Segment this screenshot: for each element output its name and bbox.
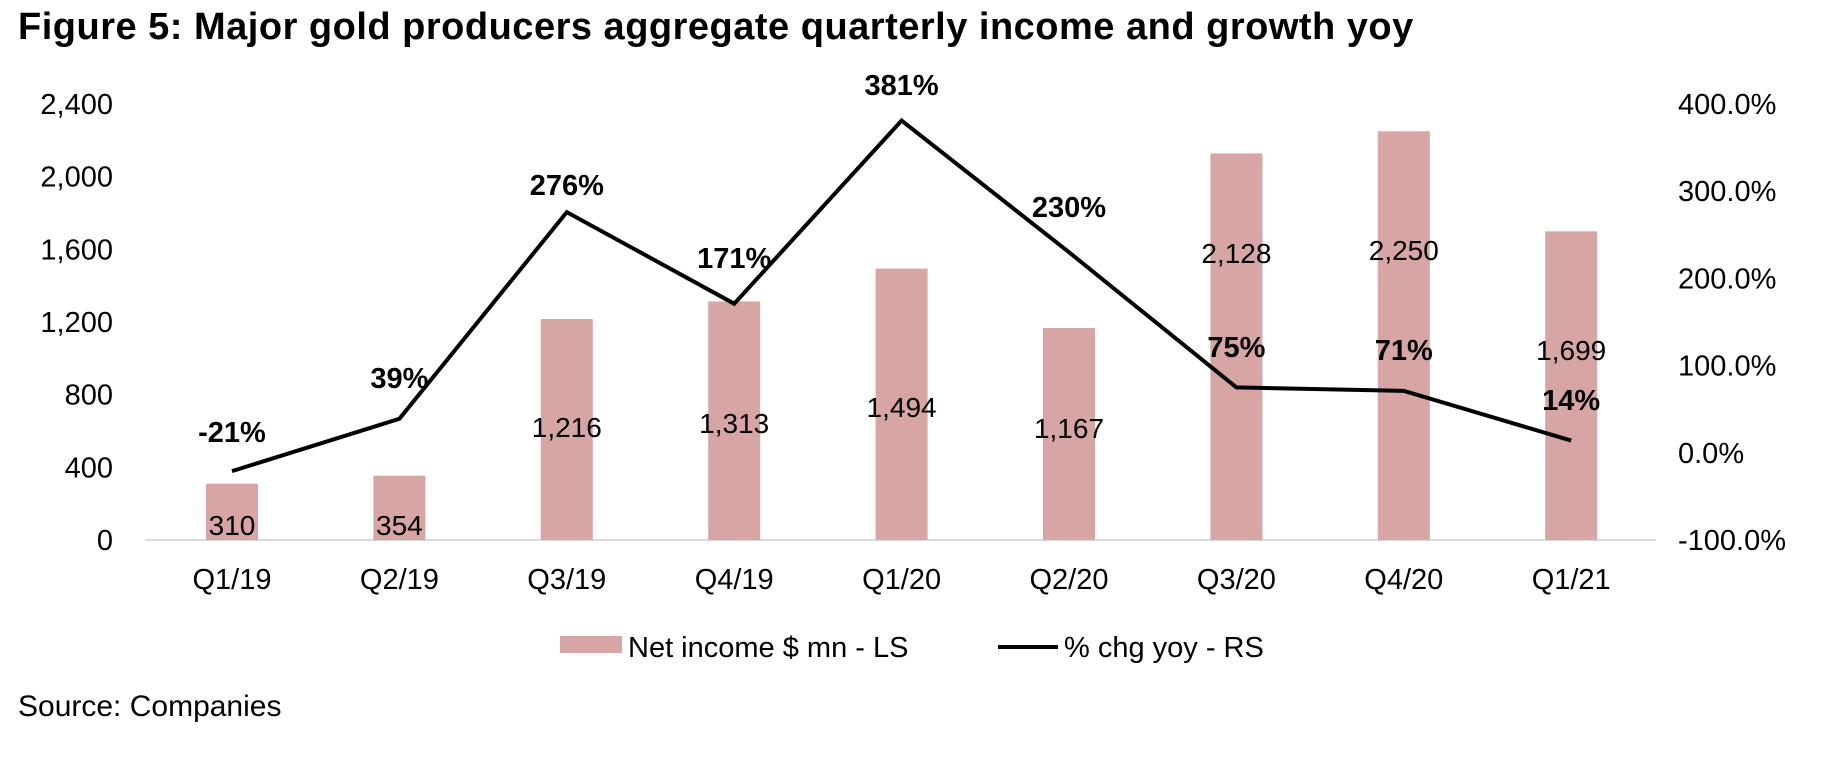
pct-chg-value-label: -21% xyxy=(198,417,266,449)
net-income-bar xyxy=(875,268,928,540)
source-note: Source: Companies xyxy=(18,690,282,723)
pct-chg-legend-line-swatch xyxy=(998,645,1058,649)
net-income-bar xyxy=(540,319,593,540)
right-axis-tick-label: 400.0% xyxy=(1678,89,1776,121)
net-income-value-label: 1,216 xyxy=(532,412,602,443)
pct-chg-value-label: 71% xyxy=(1375,335,1433,367)
net-income-bar xyxy=(373,475,426,540)
pct-chg-value-label: 14% xyxy=(1542,385,1600,417)
net-income-bar xyxy=(1545,231,1598,540)
x-axis-tick-label: Q1/21 xyxy=(1532,564,1611,596)
net-income-legend-swatch xyxy=(560,636,622,653)
left-axis-tick-label: 1,200 xyxy=(40,307,113,339)
net-income-value-label: 310 xyxy=(209,510,256,541)
pct-chg-value-label: 75% xyxy=(1207,332,1265,364)
right-axis-tick-label: 200.0% xyxy=(1678,263,1776,295)
left-axis-tick-label: 800 xyxy=(65,380,113,412)
net-income-bar xyxy=(708,301,761,540)
x-axis-tick-label: Q1/20 xyxy=(862,564,941,596)
net-income-value-label: 1,494 xyxy=(867,392,937,423)
net-income-value-label: 1,313 xyxy=(699,408,769,439)
x-axis-tick-label: Q3/20 xyxy=(1197,564,1276,596)
right-axis-tick-label: -100.0% xyxy=(1678,525,1786,557)
x-axis-tick-label: Q4/20 xyxy=(1364,564,1443,596)
net-income-value-label: 1,167 xyxy=(1034,413,1104,444)
pct-chg-legend-label: % chg yoy - RS xyxy=(1064,632,1264,664)
chart-plot-area: 0 400 800 1,200 1,600 2,000 2,400 -100.0% 0.0% 10… xyxy=(40,70,1786,596)
net-income-bar xyxy=(1377,131,1430,540)
pct-chg-value-label: 276% xyxy=(530,170,604,202)
x-axis-tick-label: Q2/19 xyxy=(360,564,439,596)
x-axis-tick-label: Q1/19 xyxy=(193,564,272,596)
pct-chg-line xyxy=(231,117,1572,474)
left-axis-tick-label: 0 xyxy=(97,525,113,557)
x-axis-tick-label: Q2/20 xyxy=(1030,564,1109,596)
net-income-value-label: 2,250 xyxy=(1369,235,1439,266)
net-income-value-label: 354 xyxy=(376,510,423,541)
net-income-bar xyxy=(206,483,258,540)
left-axis-tick-label: 2,400 xyxy=(40,89,113,121)
net-income-bar xyxy=(1043,327,1095,540)
left-axis-tick-label: 2,000 xyxy=(40,162,113,194)
pct-chg-value-label: 230% xyxy=(1032,192,1106,224)
figure-title: Figure 5: Major gold producers aggregate… xyxy=(18,6,1414,48)
net-income-bar xyxy=(1210,153,1263,540)
x-axis-tick-label: Q4/19 xyxy=(695,564,774,596)
right-axis-tick-label: 300.0% xyxy=(1678,176,1776,208)
net-income-value-label: 2,128 xyxy=(1201,238,1271,269)
right-axis-tick-label: 100.0% xyxy=(1678,351,1776,383)
pct-chg-value-label: 381% xyxy=(865,70,939,102)
pct-chg-value-label: 39% xyxy=(370,363,428,395)
net-income-value-label: 1,699 xyxy=(1536,335,1606,366)
x-axis-tick-label: Q3/19 xyxy=(527,564,606,596)
pct-chg-value-label: 171% xyxy=(697,243,771,275)
left-axis-tick-label: 1,600 xyxy=(40,234,113,266)
right-axis-tick-label: 0.0% xyxy=(1678,438,1744,470)
left-axis-tick-label: 400 xyxy=(65,452,113,484)
net-income-legend-label: Net income $ mn - LS xyxy=(628,632,909,664)
